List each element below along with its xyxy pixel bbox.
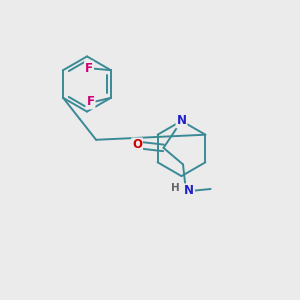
Text: F: F <box>85 61 93 75</box>
Text: H: H <box>171 183 180 194</box>
Text: N: N <box>176 114 187 128</box>
Text: O: O <box>132 138 142 152</box>
Text: F: F <box>86 95 94 109</box>
Text: N: N <box>184 184 194 197</box>
